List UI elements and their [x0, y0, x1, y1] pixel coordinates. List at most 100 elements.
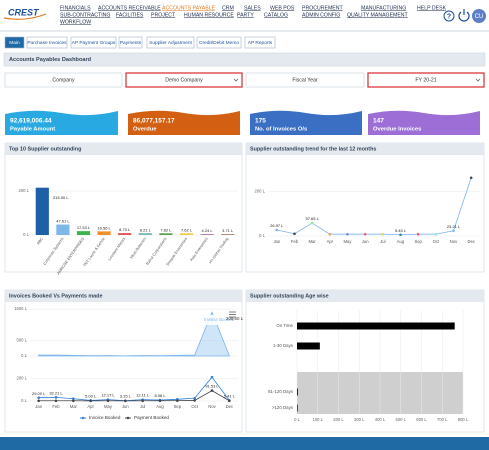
power-icon[interactable]: [458, 9, 470, 22]
y-tick-label: >120 Days: [272, 405, 294, 410]
tab[interactable]: [118, 36, 143, 49]
dropdown-caret: [233, 78, 239, 82]
point: [124, 399, 127, 403]
bar: [200, 234, 214, 235]
menu-item[interactable]: FINANCIALS: [60, 5, 91, 11]
panel-header: [3, 52, 486, 67]
point: [293, 232, 296, 236]
menu-item[interactable]: HELP DESK: [417, 5, 447, 11]
x-tick-label: Dec: [226, 404, 233, 409]
tab[interactable]: [70, 36, 117, 49]
y-tick-label: 1500 L: [14, 306, 27, 311]
data-label: 16.56 L: [97, 225, 111, 230]
point: [72, 397, 75, 401]
point: [346, 232, 349, 236]
y-tick-label: 0 L: [21, 398, 27, 403]
menu-item[interactable]: CRM: [222, 5, 234, 11]
data-label: 17.53 L: [77, 225, 91, 230]
bar: [118, 233, 132, 235]
y-tick-label: 200 L: [255, 188, 266, 193]
menu-item[interactable]: FACILITIES: [116, 12, 144, 18]
point: [469, 176, 473, 180]
tab-label: AP Payment Groups: [72, 40, 116, 46]
point: [416, 232, 420, 236]
help-icon[interactable]: [443, 10, 455, 22]
top-bar: [0, 0, 489, 31]
menu-item[interactable]: HUMAN RESOURCE: [184, 12, 234, 18]
data-label: 5.41 L: [224, 393, 236, 398]
panel-header: [246, 290, 484, 302]
y-tick-label: 61-120 Days: [268, 389, 294, 394]
point: [210, 389, 214, 392]
tab[interactable]: [4, 36, 25, 49]
point: [381, 232, 385, 236]
point: [363, 232, 367, 236]
tooltip: [202, 315, 240, 325]
menu-item[interactable]: ACCOUNTS RECEIVABLE: [98, 5, 161, 11]
point: [193, 396, 196, 400]
menu-icon[interactable]: [229, 311, 236, 318]
menu-item[interactable]: PROJECT: [151, 12, 176, 18]
tab-label: Payments: [120, 40, 142, 46]
y-tick-label: 500 L: [17, 337, 28, 342]
kpi-label: Overdue Invoices: [373, 127, 421, 133]
menu-item[interactable]: SALES: [244, 5, 261, 11]
tab-label: Main: [9, 40, 20, 46]
x-tick-label: Nov: [450, 239, 458, 244]
menu-item[interactable]: PARTY: [237, 12, 254, 18]
tab[interactable]: [244, 36, 276, 49]
help-text: ?: [447, 13, 451, 20]
data-label: 5.45 L: [395, 228, 407, 233]
line: [38, 390, 230, 402]
x-tick-label: Sep: [174, 404, 182, 409]
menu-item[interactable]: WEB POS: [270, 5, 295, 11]
bar: [76, 231, 91, 235]
point: [228, 399, 231, 403]
point: [434, 232, 438, 236]
data-label: 7.62 L: [181, 227, 193, 232]
avatar-text: CU: [475, 14, 484, 20]
point: [275, 228, 279, 232]
kpi-value: 86,077,157.17: [133, 118, 175, 125]
tab[interactable]: [146, 36, 195, 49]
panel-title: Supplier outstanding trend for the last …: [250, 147, 376, 153]
avatar[interactable]: [472, 9, 486, 23]
kpi-label: Overdue: [133, 127, 157, 133]
filter-label: Fiscal Year: [292, 78, 318, 84]
menu-item[interactable]: SUB-CONTRACTING: [60, 12, 110, 18]
menu-item[interactable]: WORKFLOW: [60, 19, 91, 25]
x-tick-label: Jan: [273, 239, 280, 244]
menu-item[interactable]: QUALITY MANAGEMENT: [347, 12, 409, 18]
dashboard-title: Accounts Payables Dashboard: [9, 57, 92, 63]
data-label: 5.00 L: [85, 393, 97, 398]
menu-item[interactable]: ADMIN CONFIG: [302, 12, 340, 18]
menu-item[interactable]: ACCOUNTS PAYABLE: [162, 5, 216, 11]
menu-item[interactable]: PROCUREMENT: [302, 5, 343, 11]
x-tick-label: Oct: [433, 239, 440, 244]
data-label: 26.97 L: [270, 223, 284, 228]
y-tick-label: 200 L: [17, 375, 28, 380]
menu-item[interactable]: MANUFACTURING: [361, 5, 406, 11]
x-tick-label: 800 L: [458, 417, 469, 422]
bar: [297, 404, 298, 412]
legend-label: Invoice Booked: [89, 415, 121, 420]
bar: [297, 342, 320, 350]
data-label: 3.71 L: [222, 228, 234, 233]
tab[interactable]: [196, 36, 242, 49]
line: [38, 376, 230, 402]
kpi-card: [368, 110, 480, 135]
bar: [297, 322, 455, 330]
tab[interactable]: [26, 36, 68, 49]
data-label: 57.65 L: [305, 216, 319, 221]
filter-select[interactable]: [125, 72, 243, 88]
tab-label: Supplier Adjustment: [149, 40, 192, 46]
y-tick-label: On Time: [276, 323, 293, 328]
panel-title: Invoices Booked Vs Payments made: [9, 294, 102, 300]
x-tick-label: Jul: [380, 239, 385, 244]
filter-select[interactable]: [367, 72, 485, 88]
x-tick-label: 700 L: [437, 417, 448, 422]
legend-dot: [81, 416, 85, 420]
x-tick-label: 400 L: [375, 417, 386, 422]
menu-item[interactable]: CATALOG: [264, 12, 288, 18]
data-label: 8.21 L: [140, 227, 152, 232]
